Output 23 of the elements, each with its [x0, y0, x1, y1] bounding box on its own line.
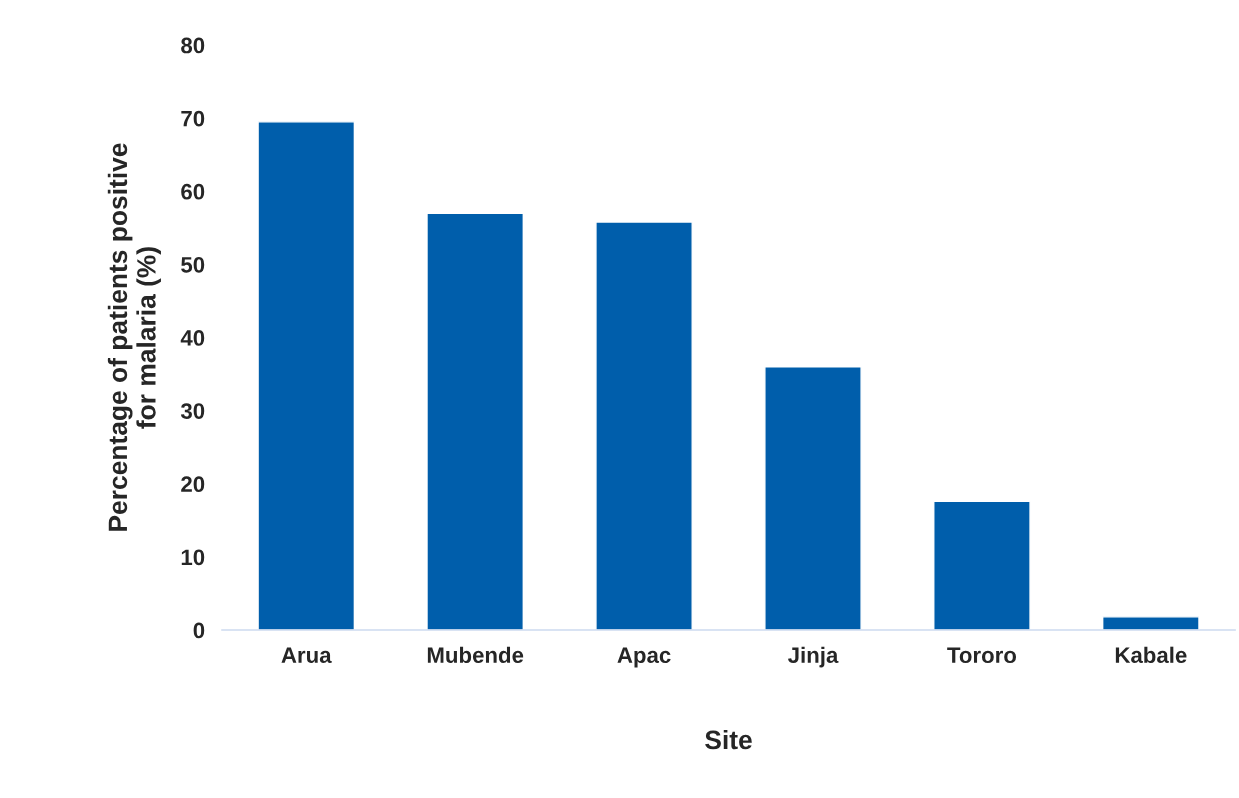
bar: [1101, 616, 1200, 631]
x-tick-label: Tororo: [947, 647, 1017, 664]
y-axis-title: Percentage of patients positive for malaria (%): [107, 143, 161, 531]
y-tick-label: 10: [181, 549, 205, 566]
bar: [257, 121, 356, 631]
x-tick-label: Arua: [281, 647, 332, 664]
y-tick-label: 40: [180, 330, 205, 346]
y-tick-label: 30: [180, 403, 205, 419]
y-tick-label: 50: [181, 256, 205, 273]
y-tick-label: 20: [181, 476, 205, 493]
bar: [595, 221, 693, 631]
x-tick-label: Mubende: [427, 646, 524, 664]
y-tick-label: 80: [181, 37, 205, 54]
y-tick-label: 0: [193, 622, 205, 639]
x-axis-title: Site: [705, 729, 752, 750]
x-tick-label: Apac: [617, 647, 671, 668]
x-tick-label: Jinja: [788, 646, 839, 668]
y-tick-label: 60: [181, 183, 205, 200]
bar: [426, 212, 524, 631]
bar: [933, 500, 1031, 631]
bar: [764, 366, 862, 631]
y-tick-label: 70: [181, 110, 205, 127]
x-tick-label: Kabale: [1115, 646, 1187, 664]
